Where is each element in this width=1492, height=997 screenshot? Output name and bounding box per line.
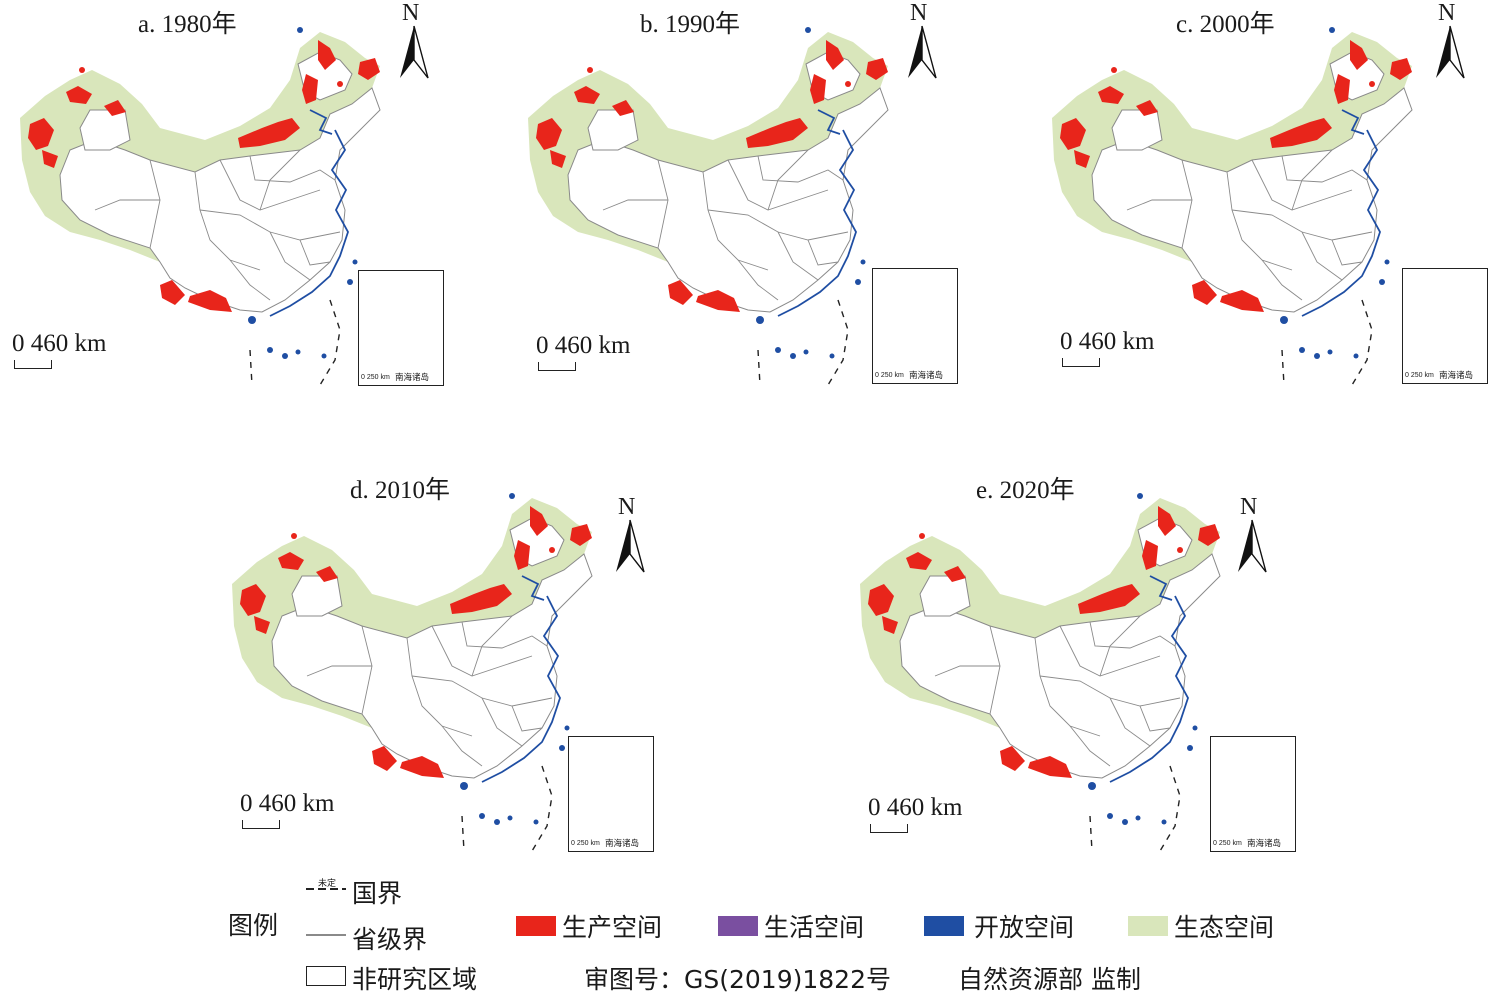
south-china-sea-inset: 0 250 km 南海诸岛 [568, 736, 654, 852]
national-border-line-icon [306, 888, 346, 890]
panel-title: c. 2000年 [1176, 11, 1275, 38]
south-china-sea-inset: 0 250 km 南海诸岛 [872, 268, 958, 384]
national-border-dashed [1089, 765, 1181, 852]
south-china-sea-inset: 0 250 km 南海诸岛 [1402, 268, 1488, 384]
national-border-dashed [461, 765, 553, 852]
production-space-swatch [516, 916, 556, 936]
scale-bar: 0 460 km [536, 332, 630, 371]
legend-production-space: 生产空间 [562, 913, 663, 942]
open-space [1301, 109, 1381, 317]
ecological-space [20, 32, 380, 262]
legend: 图例 未定 国界 省级界 非研究区域 生产空间 生活空间 开放空间 生态空间 审… [0, 860, 1492, 997]
ecological-space-swatch [1128, 916, 1168, 936]
map-panel-2010: d. 2010年 N 0 460 km 0 250 km 南海诸岛 [212, 466, 682, 866]
open-space [481, 575, 561, 783]
legend-national-border: 国界 [352, 879, 403, 908]
living-space-swatch [718, 916, 758, 936]
open-space-islands [756, 27, 866, 359]
china-map [1052, 27, 1413, 386]
ecological-space [528, 32, 888, 262]
north-arrow-icon: N [396, 0, 436, 86]
map-approval-number: 审图号：GS(2019)1822号 [584, 965, 891, 994]
provincial-border-line-icon [306, 934, 346, 936]
provincial-borders [934, 615, 1181, 767]
open-space [269, 109, 349, 317]
panel-title: d. 2010年 [350, 477, 451, 504]
panel-title: a. 1980年 [138, 11, 237, 38]
map-panel-2000: c. 2000年 N 0 460 km 0 250 km 南海诸岛 [1032, 0, 1492, 400]
provincial-borders [602, 149, 849, 301]
undetermined-border-note: 未定 [318, 879, 337, 889]
map-supervisor: 自然资源部 监制 [958, 965, 1141, 994]
provincial-borders [94, 149, 341, 301]
national-border-dashed [757, 299, 849, 386]
china-map [528, 27, 889, 386]
open-space-islands [1088, 493, 1198, 825]
south-china-sea-inset: 0 250 km 南海诸岛 [1210, 736, 1296, 852]
non-highlighted-land [1091, 51, 1413, 313]
south-china-sea-inset: 0 250 km 南海诸岛 [358, 270, 444, 386]
non-study-area-swatch [306, 966, 346, 986]
production-space [240, 506, 592, 778]
north-arrow-icon: N [904, 0, 944, 86]
national-border-dashed [249, 299, 341, 386]
north-arrow-icon: N [612, 494, 652, 580]
map-panel-1980: a. 1980年 N 0 460 km 0 250 km 南海诸岛 [0, 0, 470, 400]
china-map [860, 493, 1221, 852]
production-space [536, 40, 888, 312]
legend-title: 图例 [228, 911, 279, 940]
map-panel-1990: b. 1990年 N 0 460 km 0 250 km 南海诸岛 [508, 0, 978, 400]
scale-bar: 0 460 km [240, 790, 334, 829]
north-arrow-icon: N [1234, 494, 1274, 580]
scale-bar: 0 460 km [1060, 328, 1154, 367]
legend-provincial-border: 省级界 [352, 925, 428, 954]
provincial-borders [306, 615, 553, 767]
ecological-space [232, 498, 592, 728]
legend-open-space: 开放空间 [974, 913, 1075, 942]
panel-title: b. 1990年 [640, 11, 741, 38]
production-space [1060, 40, 1412, 312]
open-space [1109, 575, 1189, 783]
open-space-islands [248, 27, 358, 359]
production-space [28, 40, 380, 312]
ecological-space [860, 498, 1220, 728]
map-panel-2020: e. 2020年 N 0 460 km 0 250 km 南海诸岛 [840, 466, 1310, 866]
production-space [868, 506, 1220, 778]
provincial-borders [1126, 149, 1373, 301]
ecological-space [1052, 32, 1412, 262]
open-space-swatch [924, 916, 964, 936]
open-space-islands [460, 493, 570, 825]
china-map [232, 493, 593, 852]
legend-living-space: 生活空间 [764, 913, 865, 942]
national-border-dashed [1281, 299, 1373, 386]
panel-title: e. 2020年 [976, 477, 1075, 504]
scale-bar: 0 460 km [868, 794, 962, 833]
open-space [777, 109, 857, 317]
legend-non-study-area: 非研究区域 [352, 965, 478, 994]
north-arrow-icon: N [1432, 0, 1472, 86]
scale-bar: 0 460 km [12, 330, 106, 369]
china-map [20, 27, 381, 386]
open-space-islands [1280, 27, 1390, 359]
legend-ecological-space: 生态空间 [1174, 913, 1275, 942]
